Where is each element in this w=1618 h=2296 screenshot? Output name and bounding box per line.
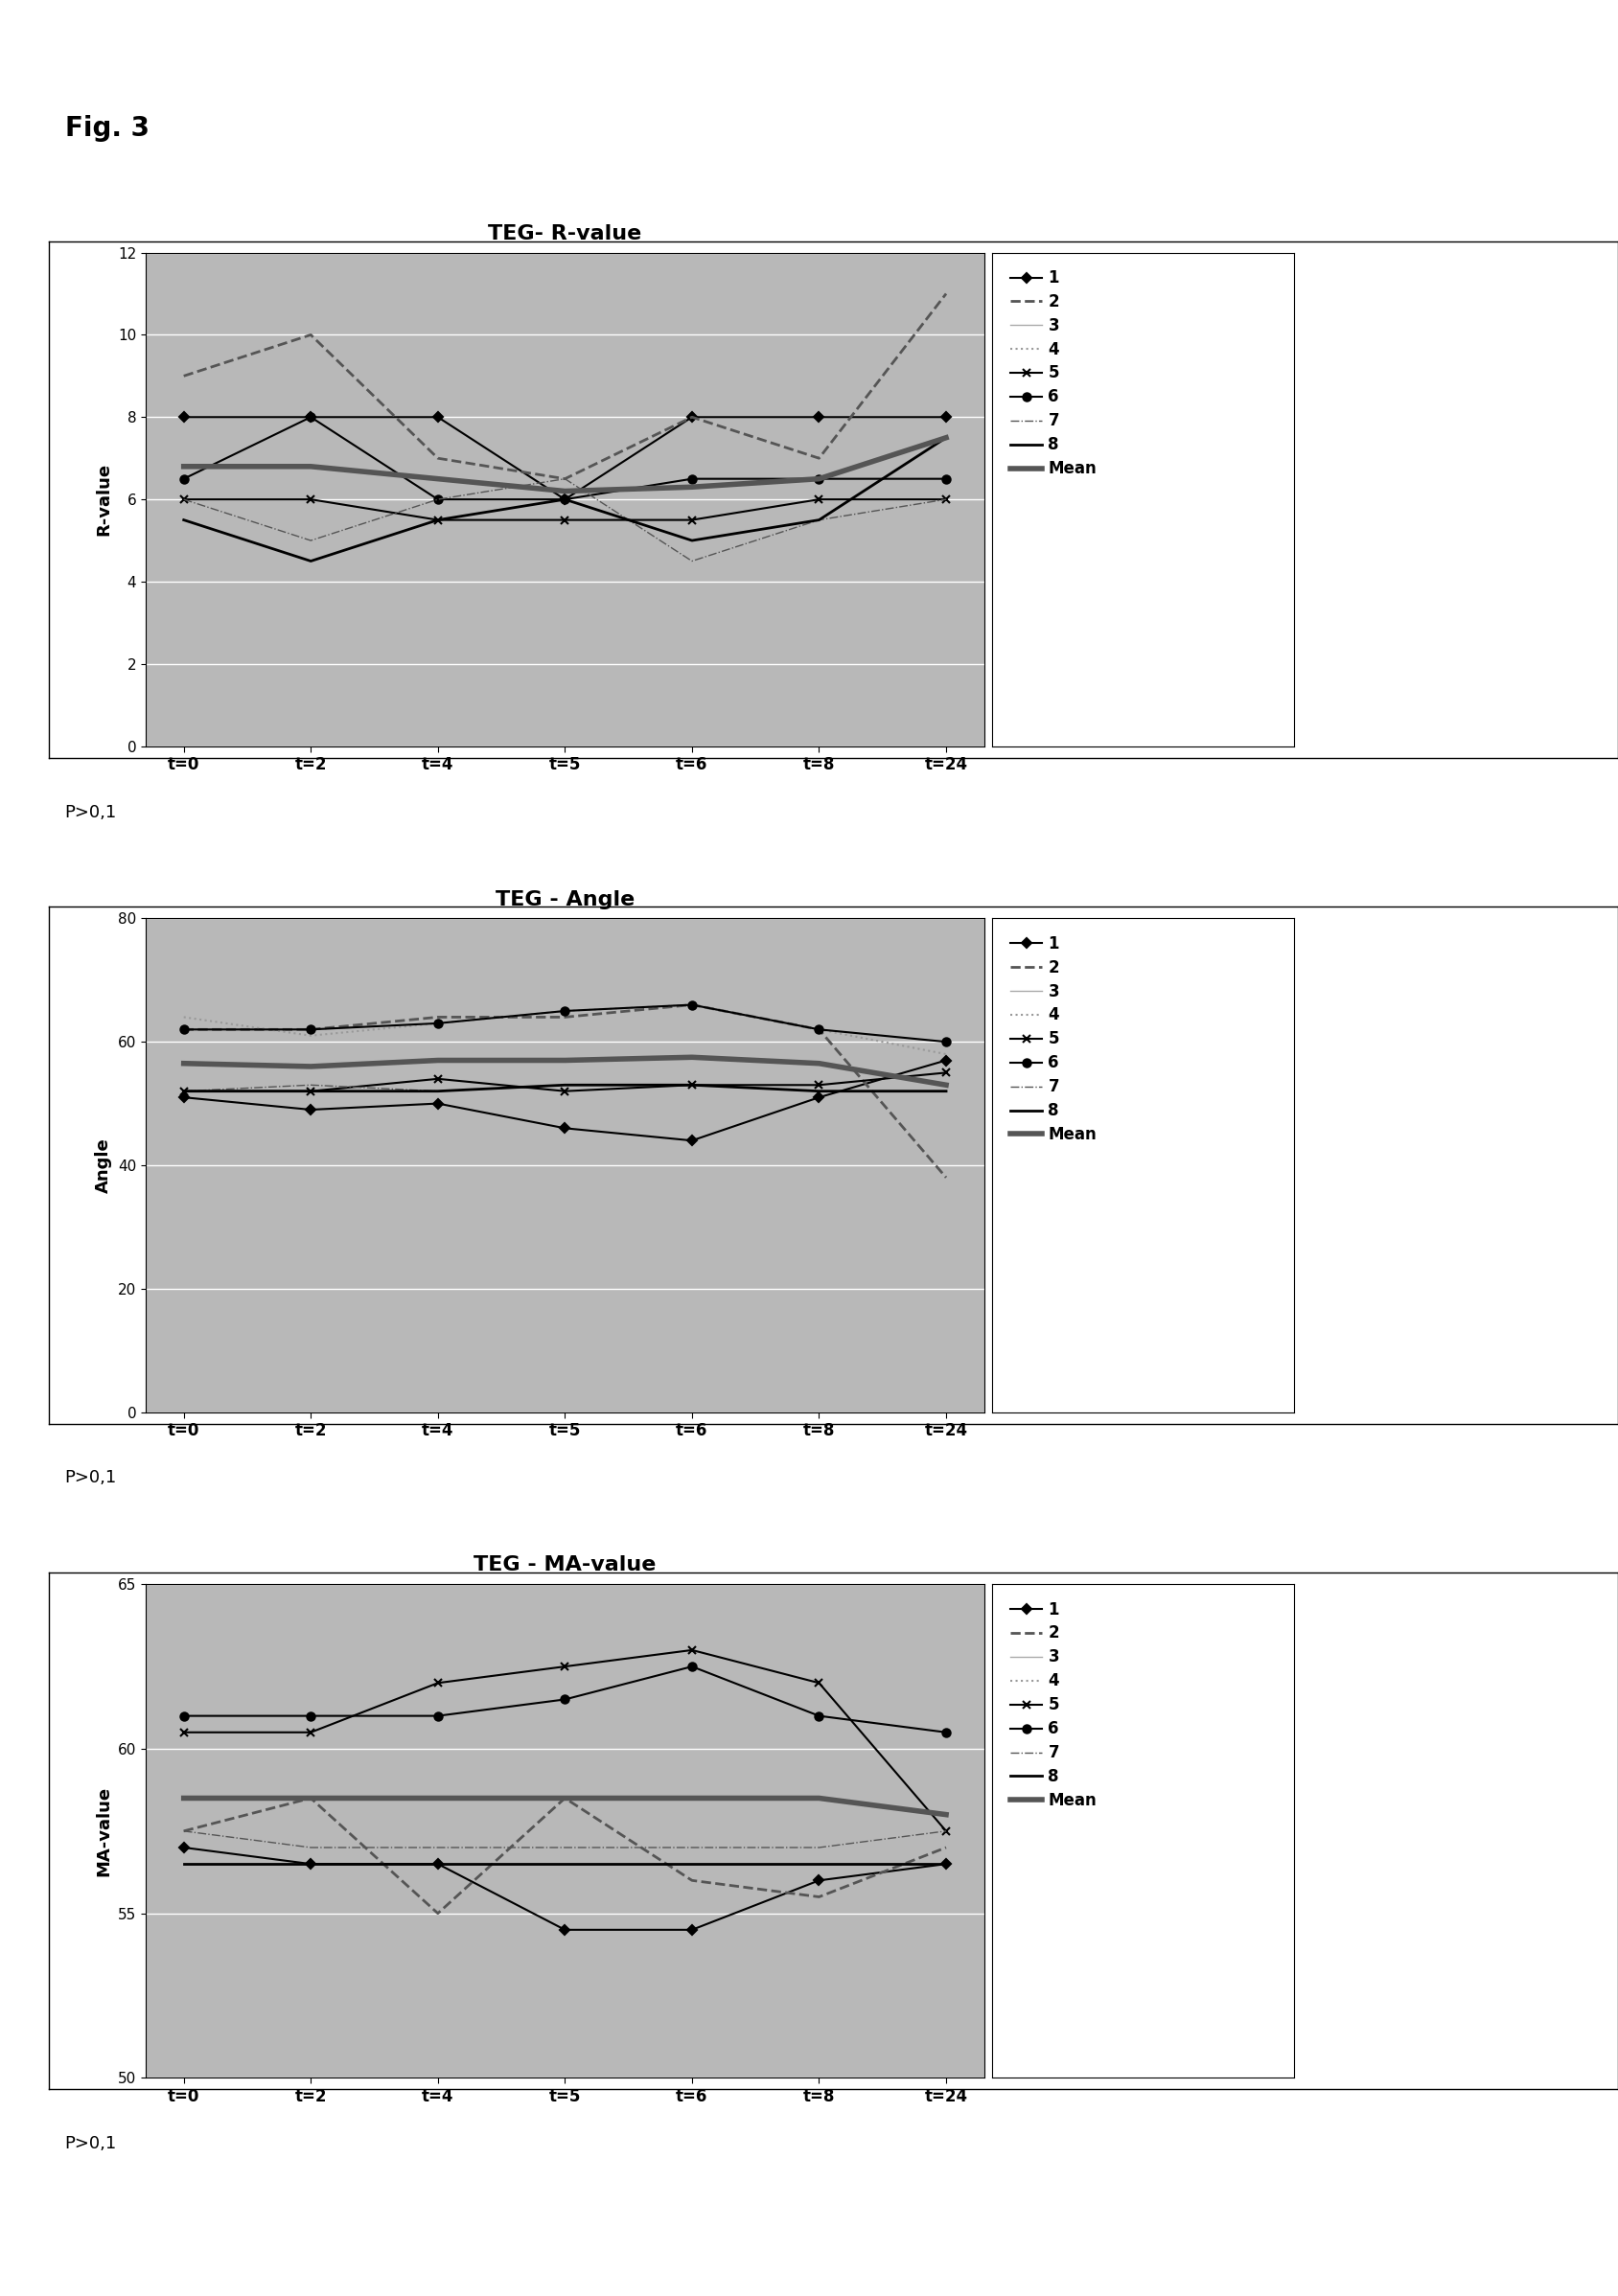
Text: P>0,1: P>0,1 (65, 804, 116, 822)
Y-axis label: MA-value: MA-value (95, 1786, 112, 1876)
Legend: 1, 2, 3, 4, 5, 6, 7, 8, Mean: 1, 2, 3, 4, 5, 6, 7, 8, Mean (1006, 264, 1102, 482)
Title: TEG - Angle: TEG - Angle (495, 891, 634, 909)
Y-axis label: Angle: Angle (95, 1137, 112, 1194)
Title: TEG - MA-value: TEG - MA-value (474, 1557, 657, 1575)
Y-axis label: R-value: R-value (95, 464, 113, 535)
Text: P>0,1: P>0,1 (65, 1469, 116, 1488)
Title: TEG- R-value: TEG- R-value (489, 225, 642, 243)
Text: Fig. 3: Fig. 3 (65, 115, 149, 142)
Text: P>0,1: P>0,1 (65, 2135, 116, 2154)
Legend: 1, 2, 3, 4, 5, 6, 7, 8, Mean: 1, 2, 3, 4, 5, 6, 7, 8, Mean (1006, 930, 1102, 1148)
Legend: 1, 2, 3, 4, 5, 6, 7, 8, Mean: 1, 2, 3, 4, 5, 6, 7, 8, Mean (1006, 1596, 1102, 1814)
